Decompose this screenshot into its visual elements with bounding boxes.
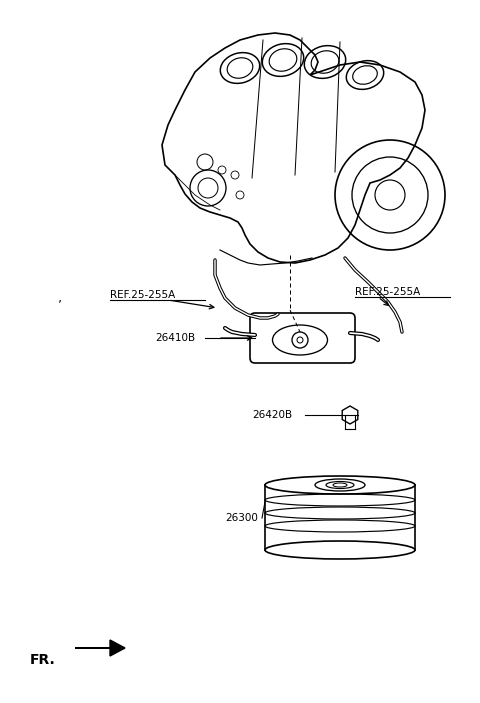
Text: 26300: 26300 — [225, 513, 258, 523]
Text: 26420B: 26420B — [252, 410, 292, 420]
Text: REF.25-255A: REF.25-255A — [110, 290, 175, 300]
Text: ’: ’ — [58, 299, 62, 311]
Text: FR.: FR. — [30, 653, 56, 667]
Text: 26410B: 26410B — [155, 333, 195, 343]
Text: REF.25-255A: REF.25-255A — [355, 287, 420, 297]
Polygon shape — [75, 640, 125, 656]
